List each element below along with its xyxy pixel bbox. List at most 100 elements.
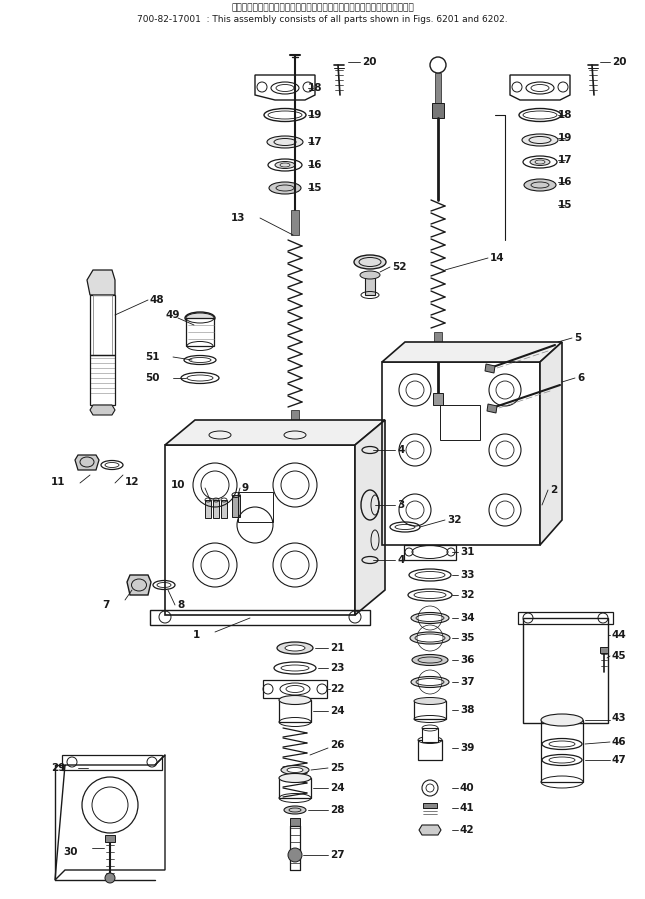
Text: 10: 10: [170, 480, 185, 490]
Text: 19: 19: [558, 133, 572, 143]
Bar: [291, 210, 299, 235]
Text: 26: 26: [330, 740, 344, 750]
Ellipse shape: [267, 136, 303, 148]
Text: 51: 51: [146, 352, 160, 362]
Text: 4: 4: [397, 445, 404, 455]
Polygon shape: [87, 270, 115, 295]
Ellipse shape: [275, 162, 295, 168]
Text: 37: 37: [460, 677, 475, 687]
Text: 42: 42: [460, 825, 475, 835]
Text: 22: 22: [330, 684, 344, 694]
Polygon shape: [485, 364, 495, 373]
Text: 35: 35: [460, 633, 475, 643]
Ellipse shape: [541, 714, 583, 726]
Text: 19: 19: [308, 110, 322, 120]
Polygon shape: [487, 404, 497, 413]
Text: 34: 34: [460, 613, 475, 623]
Text: 12: 12: [125, 477, 139, 487]
Text: 49: 49: [165, 310, 179, 320]
Text: 20: 20: [362, 57, 377, 67]
Text: 45: 45: [612, 651, 627, 661]
Bar: [290, 818, 300, 826]
Ellipse shape: [269, 182, 301, 194]
Bar: [279, 778, 311, 798]
Ellipse shape: [284, 806, 306, 814]
Text: 48: 48: [150, 295, 164, 305]
Bar: [435, 73, 441, 103]
Bar: [263, 680, 327, 698]
Bar: [279, 700, 311, 722]
Ellipse shape: [279, 773, 311, 782]
Text: 39: 39: [460, 743, 474, 753]
Text: 41: 41: [460, 803, 475, 813]
Text: 24: 24: [330, 706, 344, 716]
Ellipse shape: [415, 634, 445, 642]
Ellipse shape: [281, 766, 309, 775]
Text: 27: 27: [330, 850, 344, 860]
Text: 3: 3: [397, 500, 404, 510]
Text: 29: 29: [50, 763, 65, 773]
Text: 6: 6: [577, 373, 584, 383]
Ellipse shape: [360, 271, 380, 279]
Bar: [523, 618, 608, 723]
Text: 2: 2: [550, 485, 557, 495]
Polygon shape: [355, 420, 385, 615]
Polygon shape: [75, 455, 99, 470]
Bar: [232, 495, 240, 517]
Bar: [186, 318, 214, 346]
Polygon shape: [382, 342, 562, 362]
Text: 17: 17: [308, 137, 322, 147]
Text: 28: 28: [330, 805, 344, 815]
Text: 8: 8: [177, 600, 184, 610]
Bar: [414, 701, 446, 719]
Ellipse shape: [412, 654, 448, 665]
Text: 36: 36: [460, 655, 475, 665]
Text: 32: 32: [460, 590, 475, 600]
Text: 24: 24: [330, 783, 344, 793]
Text: 52: 52: [392, 262, 406, 272]
Bar: [62, 755, 162, 770]
Bar: [205, 500, 211, 518]
Text: 47: 47: [612, 755, 627, 765]
Ellipse shape: [285, 645, 305, 651]
Ellipse shape: [524, 179, 556, 191]
Text: 31: 31: [460, 547, 475, 557]
Text: 9: 9: [242, 483, 249, 493]
Bar: [105, 835, 115, 842]
Bar: [213, 500, 219, 518]
Polygon shape: [90, 405, 115, 415]
Text: 7: 7: [103, 600, 110, 610]
Bar: [434, 332, 442, 357]
Text: 17: 17: [558, 155, 573, 165]
Ellipse shape: [410, 632, 450, 644]
Text: 18: 18: [308, 83, 322, 93]
Ellipse shape: [411, 677, 449, 688]
Text: 30: 30: [63, 847, 78, 857]
Text: 16: 16: [558, 177, 573, 187]
Bar: [289, 430, 301, 440]
Bar: [518, 612, 613, 624]
Ellipse shape: [414, 698, 446, 705]
Bar: [433, 393, 443, 405]
Bar: [238, 492, 273, 522]
Polygon shape: [419, 825, 441, 835]
Ellipse shape: [530, 158, 550, 165]
Polygon shape: [165, 420, 385, 445]
Bar: [90, 355, 115, 405]
Bar: [418, 740, 442, 760]
Bar: [221, 500, 227, 518]
Text: 4: 4: [397, 555, 404, 565]
Text: 14: 14: [490, 253, 504, 263]
Text: 18: 18: [558, 110, 573, 120]
Text: 20: 20: [612, 57, 626, 67]
Text: 11: 11: [50, 477, 65, 487]
Text: 15: 15: [308, 183, 322, 193]
Bar: [291, 410, 299, 430]
Ellipse shape: [354, 255, 386, 269]
Bar: [423, 803, 437, 808]
Text: 44: 44: [612, 630, 627, 640]
Text: 700-82-17001  : This assembly consists of all parts shown in Figs. 6201 and 6202: 700-82-17001 : This assembly consists of…: [137, 15, 508, 24]
Text: 16: 16: [308, 160, 322, 170]
Ellipse shape: [287, 768, 303, 772]
Circle shape: [288, 848, 302, 862]
